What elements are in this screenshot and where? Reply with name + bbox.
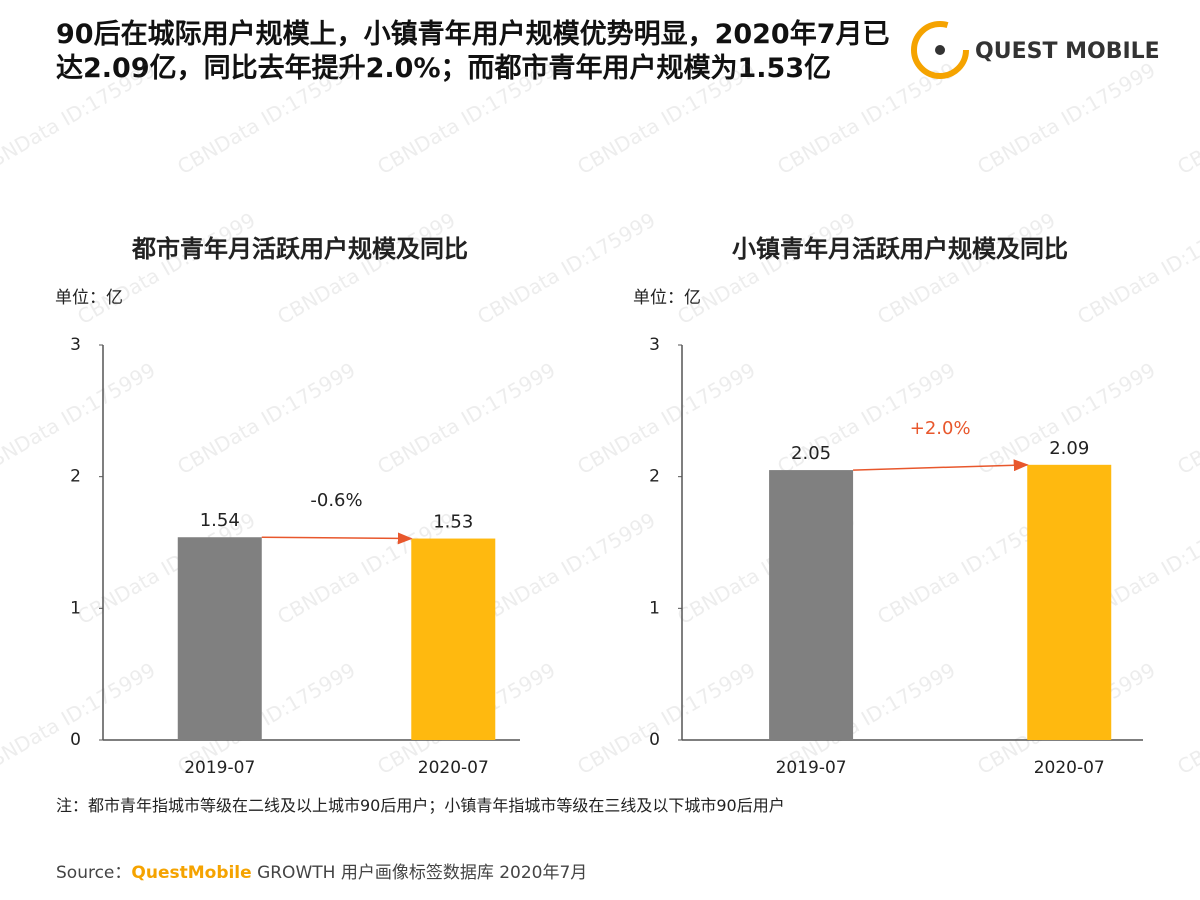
annotation: +2.0% [910,418,971,439]
watermark: CBNData ID:175999 [1173,358,1200,479]
watermark: CBNData ID:175999 [1173,58,1200,179]
x-tick-label: 2020-07 [1034,758,1105,778]
source: Source：QuestMobile GROWTH 用户画像标签数据库 2020… [56,858,587,883]
watermark: CBNData ID:175999 [573,658,759,779]
chart-title: 都市青年月活跃用户规模及同比 [131,235,468,263]
x-tick-label: 2020-07 [418,758,489,778]
logo: QUEST MOBILE [911,21,1160,79]
x-tick-label: 2019-07 [776,758,847,778]
y-tick-label: 3 [649,335,660,355]
watermark: CBNData ID:175999 [0,658,159,779]
headline: 90后在城际用户规模上，小镇青年用户规模优势明显，2020年7月已达2.09亿，… [56,19,890,84]
watermark: CBNData ID:175999 [573,358,759,479]
footnote: 注：都市青年指城市等级在二线及以上城市90后用户；小镇青年指城市等级在三线及以下… [56,796,785,815]
chart-title: 小镇青年月活跃用户规模及同比 [732,235,1068,263]
watermark: CBNData ID:175999 [1073,208,1200,329]
bar [177,537,262,740]
watermark: CBNData ID:175999 [573,58,759,179]
watermark: CBNData ID:175999 [373,58,559,179]
bar [1027,464,1112,740]
watermark: CBNData ID:175999 [0,358,159,479]
logo-text: QUEST MOBILE [975,39,1160,64]
y-tick-label: 2 [70,467,81,487]
watermark: CBNData ID:175999 [473,508,659,629]
unit-label: 单位：亿 [55,288,123,308]
watermark: CBNData ID:175999 [1173,658,1200,779]
y-tick-label: 0 [649,730,660,750]
source-text: GROWTH 用户画像标签数据库 2020年7月 [251,863,588,883]
watermark: CBNData ID:175999 [273,208,459,329]
watermark: CBNData ID:175999 [173,358,359,479]
value-label: 2.05 [791,443,831,464]
change-arrow [853,459,1029,472]
x-tick-label: 2019-07 [184,758,255,778]
watermark: CBNData ID:175999 [973,358,1159,479]
watermark: CBNData ID:175999 [173,58,359,179]
bar [411,538,496,740]
bar [769,470,854,740]
watermark: CBNData ID:175999 [473,208,659,329]
watermark: CBNData ID:175999 [673,208,859,329]
value-label: 2.09 [1049,438,1089,459]
watermark: CBNData ID:175999 [873,208,1059,329]
source-brand: QuestMobile [131,863,252,883]
value-label: 1.54 [200,510,240,531]
y-tick-label: 1 [649,598,660,618]
y-tick-label: 1 [70,598,81,618]
unit-label: 单位：亿 [633,288,701,308]
annotation: -0.6% [310,490,362,511]
y-tick-label: 0 [70,730,81,750]
y-tick-label: 2 [649,467,660,487]
source-label: Source： [56,863,132,883]
change-arrow [261,532,413,545]
watermark: CBNData ID:175999 [973,58,1159,179]
watermark: CBNData ID:175999 [73,208,259,329]
value-label: 1.53 [433,512,473,533]
watermark: CBNData ID:175999 [373,358,559,479]
watermark: CBNData ID:175999 [0,58,159,179]
y-tick-label: 3 [70,335,81,355]
